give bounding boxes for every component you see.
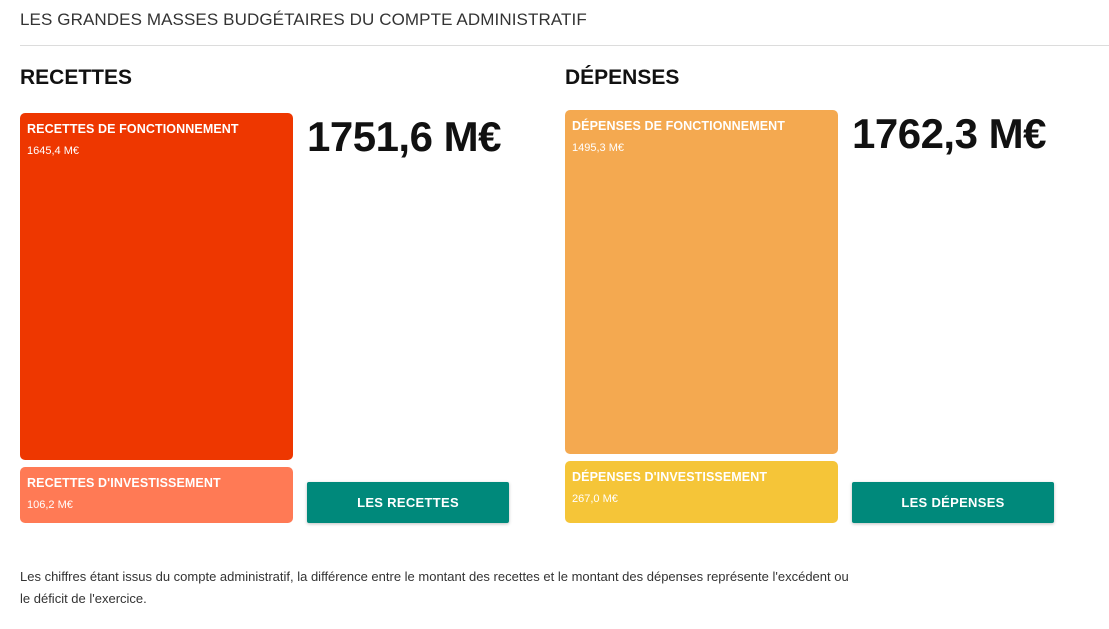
recettes-heading: RECETTES <box>20 66 133 89</box>
recettes-fonctionnement-label: RECETTES DE FONCTIONNEMENT <box>27 122 239 136</box>
recettes-total: 1751,6 M€ <box>307 113 501 160</box>
recettes-investissement-label: RECETTES D'INVESTISSEMENT <box>27 476 221 490</box>
recettes-investissement-block[interactable]: RECETTES D'INVESTISSEMENT 106,2 M€ <box>20 467 293 523</box>
page-title: LES GRANDES MASSES BUDGÉTAIRES DU COMPTE… <box>20 10 587 29</box>
depenses-investissement-value: 267,0 M€ <box>572 493 618 505</box>
depenses-investissement-block[interactable]: DÉPENSES D'INVESTISSEMENT 267,0 M€ <box>565 461 838 523</box>
recettes-investissement-value: 106,2 M€ <box>27 499 73 511</box>
depenses-fonctionnement-value: 1495,3 M€ <box>572 142 624 154</box>
depenses-fonctionnement-block[interactable]: DÉPENSES DE FONCTIONNEMENT 1495,3 M€ <box>565 110 838 454</box>
title-divider <box>20 45 1109 46</box>
les-recettes-button[interactable]: LES RECETTES <box>307 482 509 523</box>
depenses-investissement-label: DÉPENSES D'INVESTISSEMENT <box>572 470 768 484</box>
recettes-fonctionnement-value: 1645,4 M€ <box>27 145 79 157</box>
depenses-heading: DÉPENSES <box>565 66 680 89</box>
footnote: Les chiffres étant issus du compte admin… <box>20 569 849 606</box>
depenses-fonctionnement-label: DÉPENSES DE FONCTIONNEMENT <box>572 119 786 133</box>
depenses-total: 1762,3 M€ <box>852 110 1046 157</box>
les-depenses-button[interactable]: LES DÉPENSES <box>852 482 1054 523</box>
recettes-fonctionnement-block[interactable]: RECETTES DE FONCTIONNEMENT 1645,4 M€ <box>20 113 293 460</box>
